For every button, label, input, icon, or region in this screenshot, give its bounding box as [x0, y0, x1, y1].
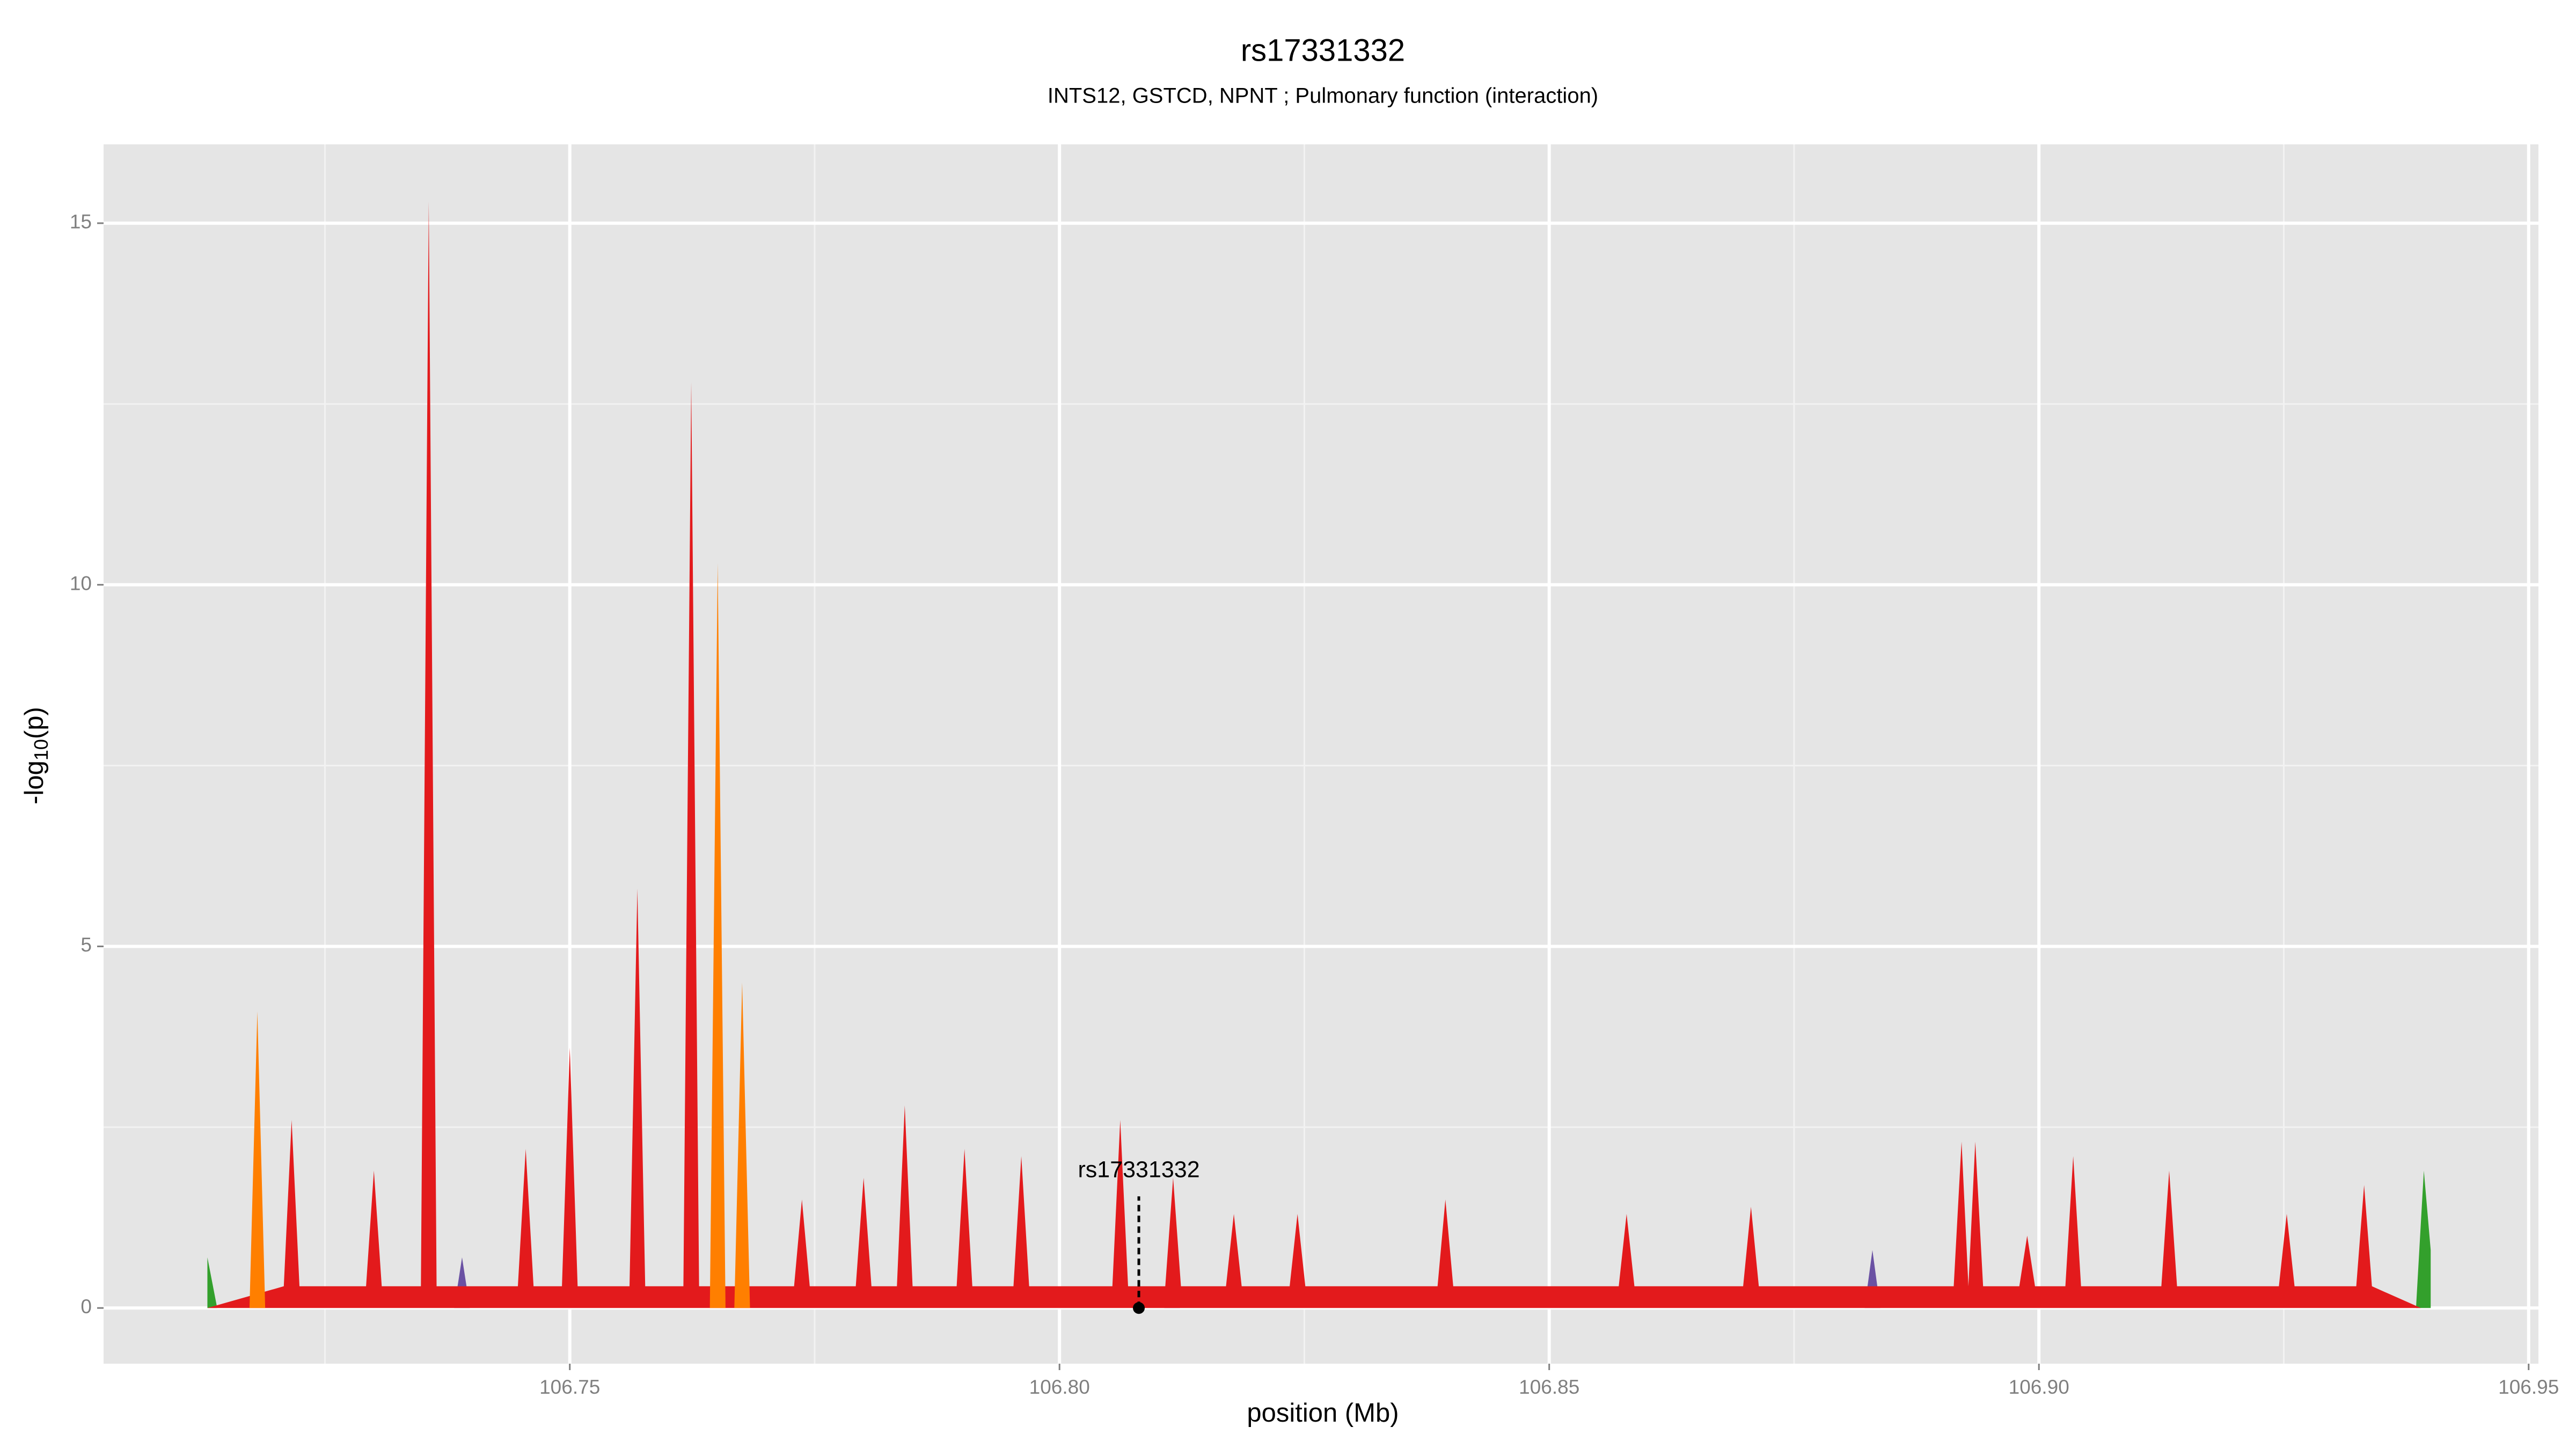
y-tick-label: 10: [70, 572, 92, 594]
y-tick-label: 0: [80, 1296, 92, 1318]
plot-background: [104, 144, 2538, 1364]
y-axis-label: -log10(p): [20, 707, 52, 804]
x-tick-label: 106.75: [539, 1376, 600, 1398]
y-tick-label: 5: [80, 934, 92, 956]
y-label-prefix: -log: [20, 760, 49, 804]
x-axis-label: position (Mb): [1247, 1399, 1399, 1428]
area: [207, 201, 2421, 1308]
chart-title: rs17331332: [1241, 33, 1405, 68]
annotation-point: [1133, 1302, 1145, 1314]
x-tick-label: 106.80: [1029, 1376, 1090, 1398]
x-tick-label: 106.95: [2498, 1376, 2559, 1398]
chart-subtitle: INTS12, GSTCD, NPNT ; Pulmonary function…: [1048, 84, 1598, 108]
y-label-sub: 10: [30, 739, 52, 760]
y-tick-label: 15: [70, 211, 92, 233]
x-tick-label: 106.85: [1519, 1376, 1579, 1398]
annotation-label: rs17331332: [1078, 1157, 1199, 1183]
x-tick-label: 106.90: [2009, 1376, 2069, 1398]
y-label-suffix: (p): [20, 707, 49, 739]
